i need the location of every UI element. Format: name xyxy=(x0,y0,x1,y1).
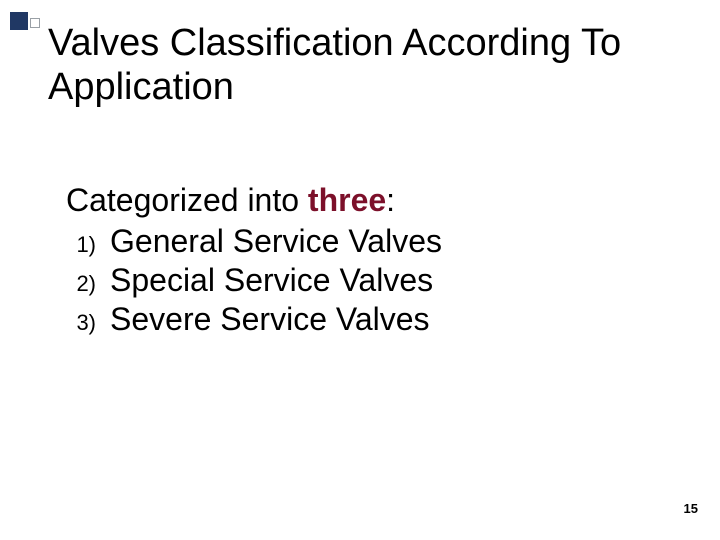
decor-square-small xyxy=(30,18,40,28)
list-text: General Service Valves xyxy=(110,223,666,260)
list-item: 2) Special Service Valves xyxy=(66,262,666,299)
list-number: 2) xyxy=(66,271,110,297)
intro-prefix: Categorized into xyxy=(66,182,308,218)
list-number: 1) xyxy=(66,232,110,258)
intro-suffix: : xyxy=(386,182,395,218)
header-decor xyxy=(10,12,40,30)
list-text: Severe Service Valves xyxy=(110,301,666,338)
slide-body: Categorized into three: 1) General Servi… xyxy=(66,182,666,338)
list-text: Special Service Valves xyxy=(110,262,666,299)
page-number: 15 xyxy=(684,501,698,516)
list-number: 3) xyxy=(66,310,110,336)
decor-square-large xyxy=(10,12,28,30)
list-item: 3) Severe Service Valves xyxy=(66,301,666,338)
intro-line: Categorized into three: xyxy=(66,182,666,219)
slide-title: Valves Classification According To Appli… xyxy=(48,22,668,109)
list-item: 1) General Service Valves xyxy=(66,223,666,260)
intro-emph: three xyxy=(308,182,386,218)
